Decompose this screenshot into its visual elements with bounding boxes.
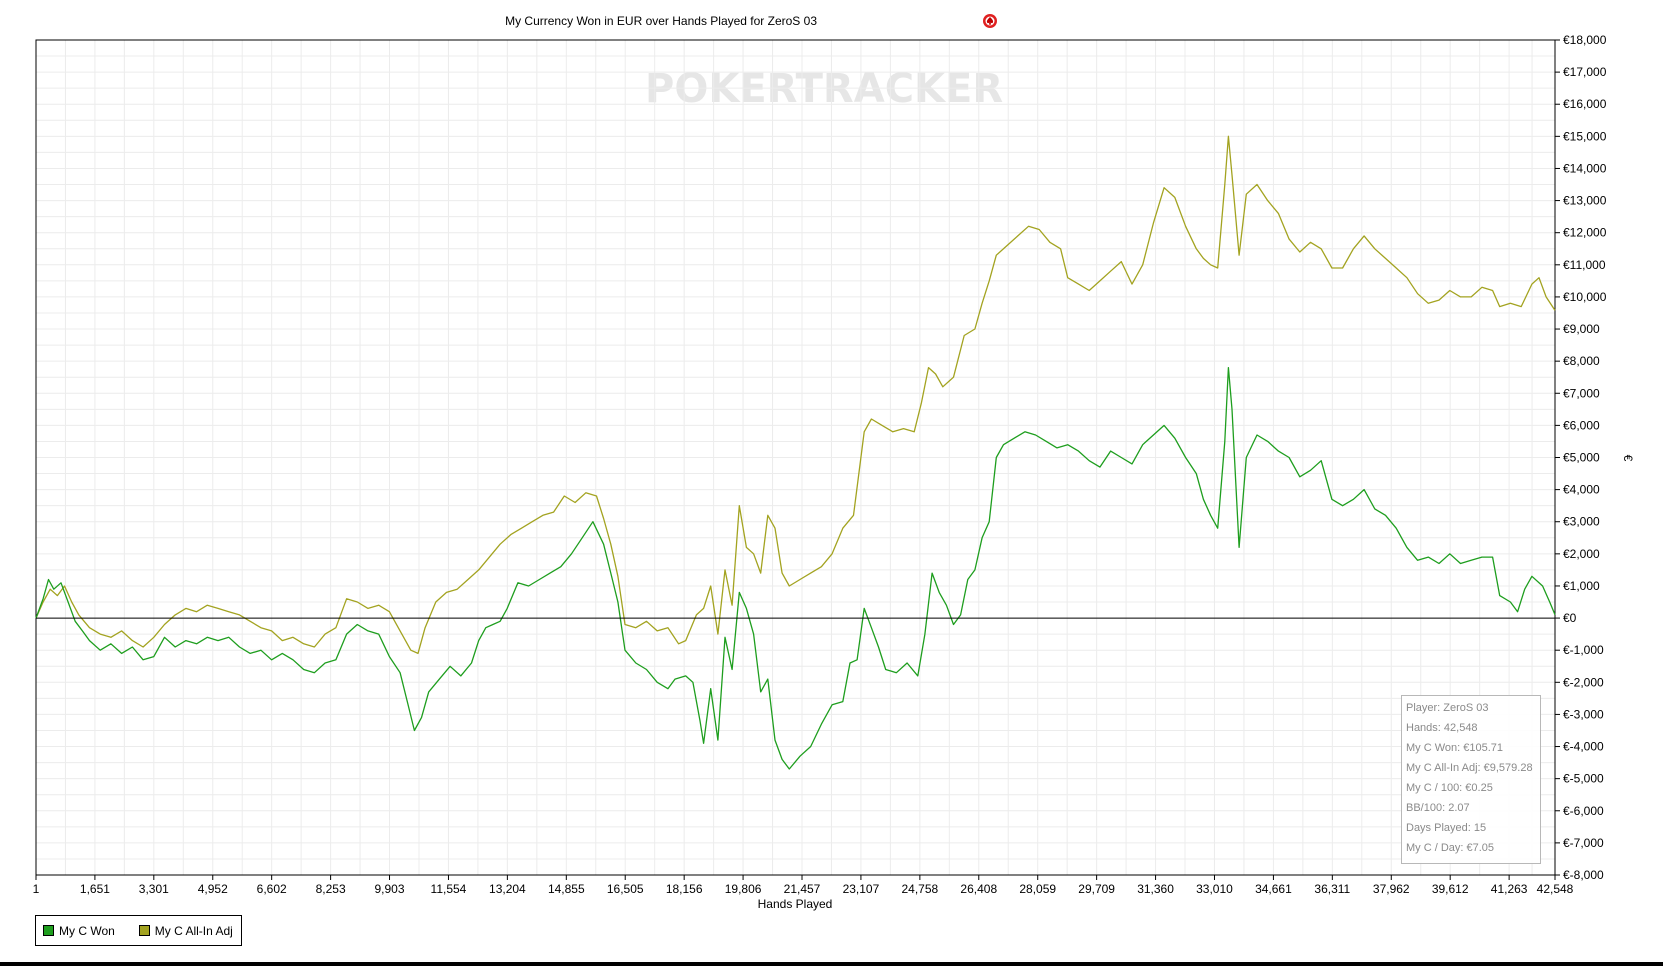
series-layer [35, 135, 1556, 770]
spade-chip-icon [983, 14, 997, 28]
y-tick-label: €-4,000 [1563, 740, 1604, 754]
y-tick-label: €10,000 [1563, 290, 1607, 304]
axes: €18,000 €17,000 €16,000 €15,000 €14,000 €13,0… [33, 33, 1607, 896]
y-tick-label: €9,000 [1563, 322, 1600, 336]
x-tick-label: 1 [33, 882, 40, 896]
x-tick-label: 3,301 [139, 882, 169, 896]
y-tick-label: €8,000 [1563, 354, 1600, 368]
window-bottom-edge [0, 962, 1663, 966]
y-tick-label: €16,000 [1563, 97, 1607, 111]
x-tick-label: 11,554 [431, 882, 467, 896]
y-tick-label: €18,000 [1563, 33, 1607, 47]
y-tick-label: €-3,000 [1563, 707, 1604, 721]
stat-allin: My C All-In Adj: €9,579.28 [1406, 762, 1533, 774]
x-tick-label: 39,612 [1432, 882, 1469, 896]
x-tick-label: 29,709 [1078, 882, 1115, 896]
y-axis-title: € [1621, 455, 1635, 462]
x-tick-label: 21,457 [784, 882, 821, 896]
stat-player: Player: ZeroS 03 [1406, 702, 1489, 714]
stat-won: My C Won: €105.71 [1406, 742, 1504, 754]
y-tick-label: €12,000 [1563, 226, 1607, 240]
stat-perday: My C / Day: €7.05 [1406, 842, 1495, 854]
x-tick-label: 26,408 [960, 882, 997, 896]
y-tick-label: €-2,000 [1563, 675, 1604, 689]
y-tick-label: €14,000 [1563, 161, 1607, 175]
chart-title: My Currency Won in EUR over Hands Played… [505, 14, 817, 28]
x-tick-label: 8,253 [316, 882, 346, 896]
y-tick-label: €5,000 [1563, 451, 1600, 465]
legend-item-won[interactable]: My C Won [43, 924, 115, 938]
x-tick-label: 19,806 [725, 882, 762, 896]
legend: My C Won My C All-In Adj [35, 915, 242, 946]
series-line-my-c-won [35, 366, 1556, 770]
legend-label-allin: My C All-In Adj [154, 923, 233, 938]
x-tick-label: 4,952 [198, 882, 228, 896]
grid [36, 39, 1555, 876]
stat-bb100: BB/100: 2.07 [1406, 802, 1470, 814]
x-tick-label: 24,758 [902, 882, 939, 896]
stat-per100: My C / 100: €0.25 [1406, 782, 1493, 794]
x-tick-label: 14,855 [548, 882, 585, 896]
legend-swatch-allin [138, 925, 150, 936]
y-tick-label: €13,000 [1563, 194, 1607, 208]
stat-hands: Hands: 42,548 [1406, 722, 1478, 734]
legend-item-allin[interactable]: My C All-In Adj [138, 923, 233, 938]
y-tick-label: €11,000 [1563, 258, 1606, 272]
y-tick-label: €17,000 [1563, 65, 1607, 79]
y-tick-label: €4,000 [1563, 483, 1600, 497]
x-axis-title: Hands Played [758, 897, 833, 911]
y-tick-label: €-6,000 [1563, 804, 1604, 818]
x-tick-label: 13,204 [489, 882, 526, 896]
x-tick-label: 34,661 [1255, 882, 1292, 896]
y-tick-label: €-7,000 [1563, 836, 1604, 850]
x-tick-label: 16,505 [607, 882, 644, 896]
y-tick-label: €1,000 [1563, 579, 1600, 593]
x-tick-label: 1,651 [80, 882, 110, 896]
y-tick-label: €2,000 [1563, 547, 1600, 561]
x-tick-label: 6,602 [257, 882, 287, 896]
y-tick-label: €-5,000 [1563, 772, 1604, 786]
x-tick-label: 42,548 [1537, 882, 1574, 896]
y-tick-label: €15,000 [1563, 129, 1607, 143]
x-tick-label: 33,010 [1196, 882, 1233, 896]
stat-days: Days Played: 15 [1406, 822, 1487, 834]
x-tick-label: 18,156 [666, 882, 703, 896]
legend-label-won: My C Won [59, 923, 115, 938]
stats-tooltip: Player: ZeroS 03 Hands: 42,548 My C Won:… [1401, 695, 1541, 864]
x-tick-label: 31,360 [1137, 882, 1174, 896]
y-tick-label: €-1,000 [1563, 643, 1604, 657]
legend-swatch-won [43, 925, 54, 936]
x-tick-label: 41,263 [1491, 882, 1528, 896]
y-tick-label: €3,000 [1563, 515, 1600, 529]
series-line-my-c-all-in-adj [35, 135, 1556, 655]
y-tick-label: €0 [1563, 611, 1577, 625]
y-tick-label: €-8,000 [1563, 868, 1604, 882]
x-tick-label: 37,962 [1373, 882, 1410, 896]
x-tick-label: 9,903 [375, 882, 405, 896]
y-tick-label: €6,000 [1563, 418, 1600, 432]
x-tick-label: 23,107 [843, 882, 880, 896]
y-tick-label: €7,000 [1563, 386, 1600, 400]
x-tick-label: 36,311 [1314, 882, 1350, 896]
x-tick-label: 28,059 [1019, 882, 1056, 896]
